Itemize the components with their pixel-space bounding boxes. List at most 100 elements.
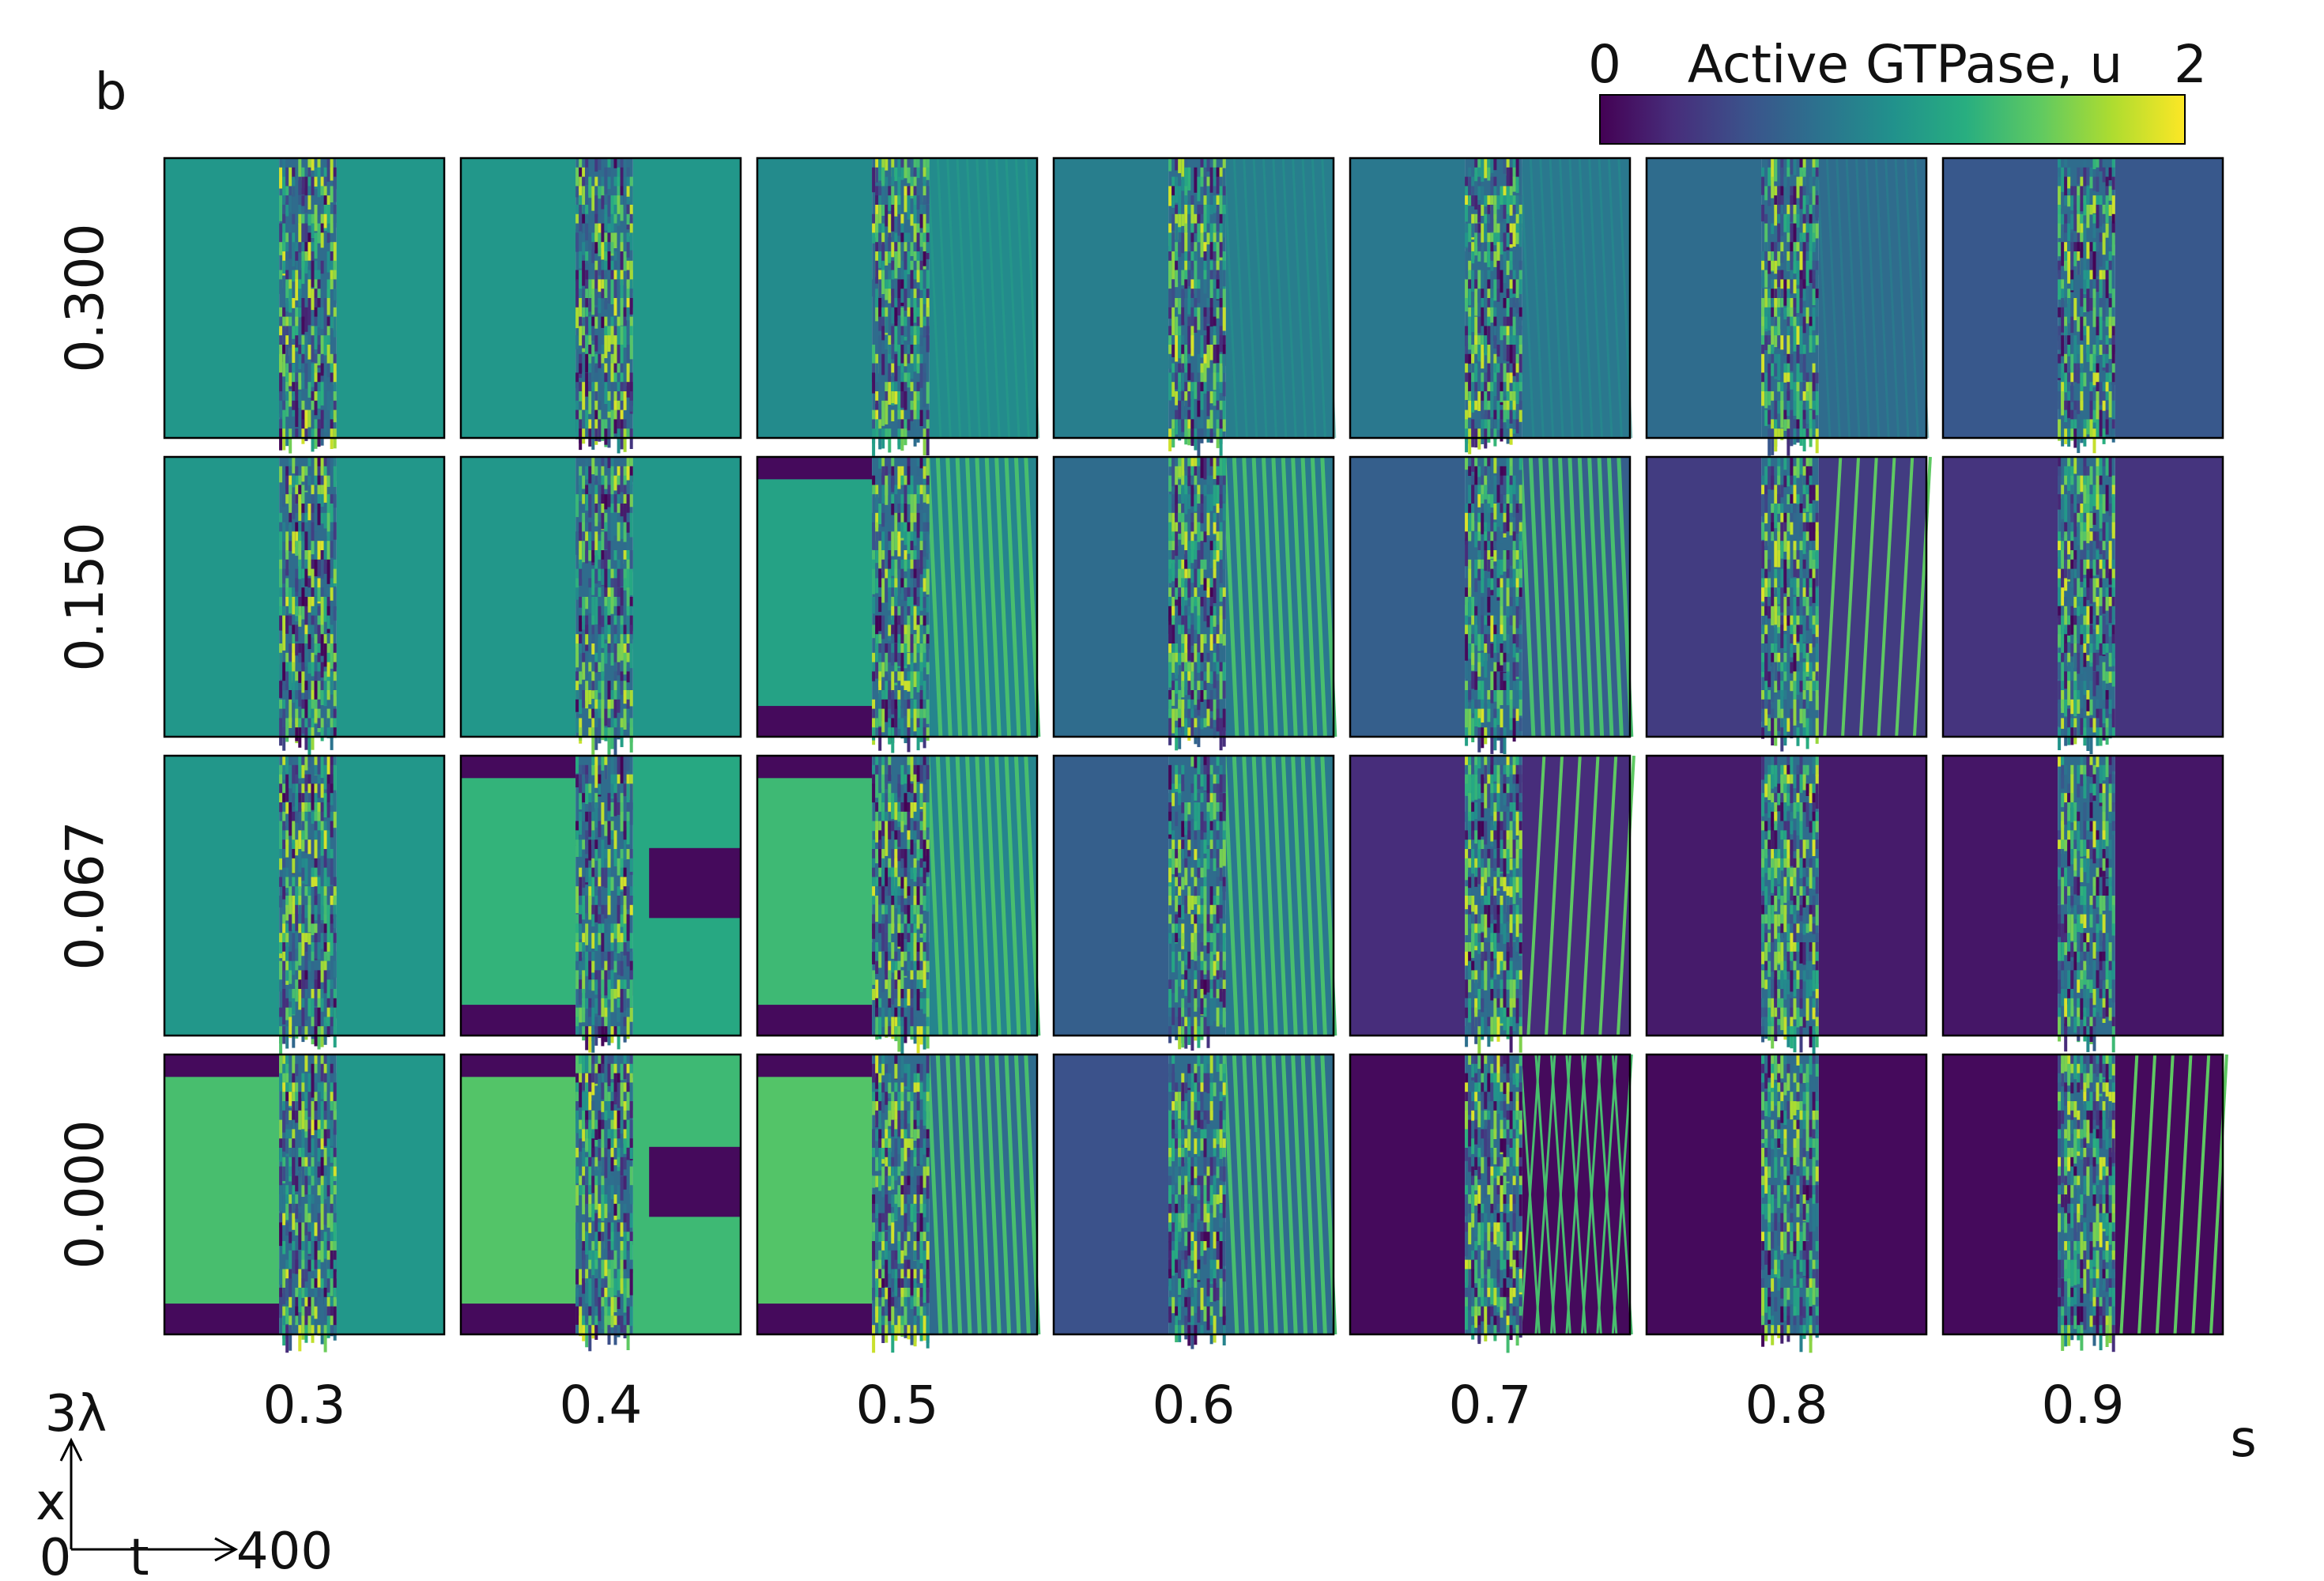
panel-left-region (1943, 158, 2058, 438)
noise-cell (872, 671, 876, 681)
noise-cell (626, 671, 630, 683)
noise-cell (620, 615, 624, 632)
noise-cell (888, 353, 892, 372)
noise-cell (875, 512, 879, 528)
noise-cell (926, 559, 930, 574)
noise-cell (304, 1026, 308, 1040)
noise-cell (913, 587, 917, 605)
noise-cell (304, 998, 308, 1021)
noise-cell (910, 718, 914, 735)
noise-cell (598, 886, 602, 907)
noise-cell (2067, 298, 2071, 323)
noise-cell (333, 904, 337, 918)
noise-cell (626, 783, 630, 808)
noise-cell (610, 345, 614, 357)
noise-cell (326, 205, 330, 225)
noise-cell (2077, 578, 2081, 602)
heatmap-panel-b0.150-s0.8 (1645, 455, 1932, 752)
noise-cell (575, 1026, 579, 1036)
noise-cell (620, 858, 624, 872)
noise-cell (585, 522, 589, 539)
noise-cell (617, 652, 621, 670)
noise-cell (1506, 504, 1510, 532)
noise-cell (598, 802, 602, 822)
noise-cell (326, 1017, 330, 1032)
noise-cell (579, 428, 583, 451)
noise-cell (314, 176, 318, 187)
noise-cell (1783, 690, 1787, 708)
wave-line (1014, 157, 1030, 439)
noise-cell (2102, 494, 2106, 514)
noise-cell (626, 643, 630, 653)
noise-cell (610, 840, 614, 859)
noise-cell (311, 223, 315, 238)
noise-cell (285, 718, 289, 742)
noise-cell (282, 345, 286, 362)
noise-cell (317, 802, 321, 821)
noise-cell (279, 400, 283, 417)
noise-cell (1465, 597, 1469, 617)
noise-cell (2061, 363, 2065, 381)
noise-cell (1216, 485, 1220, 509)
noise-cell (623, 326, 627, 348)
noise-cell (1774, 624, 1778, 647)
noise-cell (1477, 494, 1481, 508)
noise-cell (285, 242, 289, 261)
noise-cell (601, 634, 605, 648)
noise-cell (1184, 662, 1188, 677)
noise-cell (1184, 307, 1188, 322)
noise-cell (2058, 335, 2062, 350)
noise-cell (304, 363, 308, 389)
noise-cell (617, 979, 621, 998)
noise-cell (333, 1026, 337, 1048)
noise-cell (897, 652, 901, 666)
noise-cell (1187, 363, 1191, 381)
noise-cell (1200, 559, 1204, 576)
noise-cell (872, 409, 876, 421)
noise-cell (1481, 652, 1485, 667)
noise-cell (1190, 718, 1194, 737)
noise-cell (1481, 568, 1485, 594)
noise-cell (1474, 699, 1478, 715)
noise-cell (1181, 597, 1185, 617)
noise-cell (1786, 372, 1790, 389)
noise-cell (1481, 400, 1485, 423)
noise-cell (317, 615, 321, 634)
noise-cell (919, 494, 923, 510)
noise-cell (2058, 158, 2062, 172)
noise-cell (1768, 466, 1771, 489)
noise-cell (1777, 568, 1781, 587)
noise-cell (610, 316, 614, 335)
noise-cell (295, 279, 299, 301)
noise-cell (623, 158, 627, 185)
noise-cell (1171, 512, 1175, 536)
noise-cell (891, 494, 895, 505)
noise-cell (1465, 578, 1469, 596)
noise-cell (285, 615, 289, 634)
noise-cell (626, 409, 630, 434)
noise-cell (298, 942, 302, 966)
noise-cell (1496, 289, 1500, 302)
wave-line (1232, 157, 1248, 439)
noise-cell (913, 353, 917, 367)
noise-cell (1786, 260, 1790, 271)
noise-cell (604, 475, 608, 489)
noise-cell (1812, 372, 1816, 401)
noise-cell (1812, 634, 1816, 647)
wave-line (1858, 456, 1878, 738)
noise-cell (1181, 522, 1185, 545)
noise-cell (1206, 158, 1210, 172)
noise-cell (1805, 205, 1809, 222)
wave-line (1903, 157, 1919, 439)
noise-cell (1496, 400, 1500, 423)
noise-cell (1761, 485, 1765, 496)
noise-cell (598, 541, 602, 563)
noise-cell (626, 615, 630, 635)
noise-cell (926, 298, 930, 317)
noise-cell (292, 764, 296, 793)
noise-cell (2111, 643, 2115, 666)
wave-line (1577, 456, 1594, 738)
noise-cell (629, 783, 633, 810)
noise-cell (610, 989, 614, 1013)
noise-cell (285, 933, 289, 947)
